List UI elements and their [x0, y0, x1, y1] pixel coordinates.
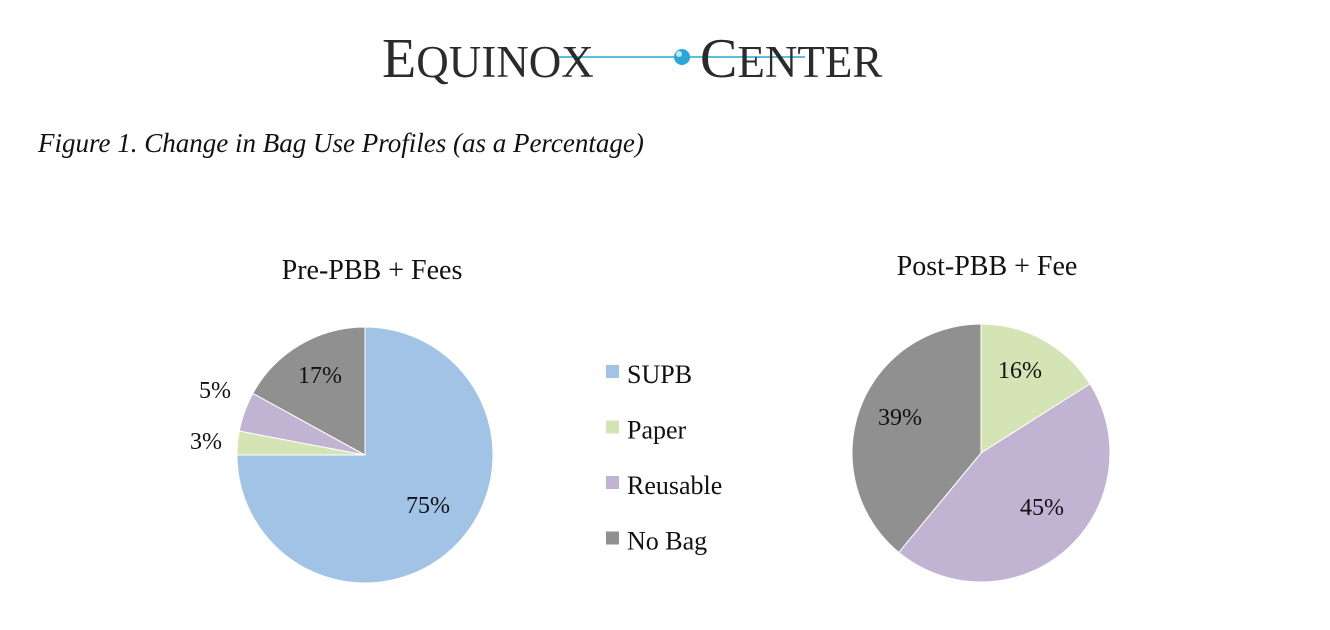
pie-post: 16% 45% 39% — [851, 323, 1111, 583]
logo-accent-dot-highlight — [676, 51, 682, 57]
legend: SUPB Paper Reusable No Bag — [606, 360, 722, 556]
pie-slice-no-bag — [252, 326, 366, 456]
pie-slice-supb — [236, 326, 494, 584]
legend-label-paper: Paper — [627, 416, 687, 445]
legend-label-supb: SUPB — [627, 360, 692, 389]
legend-label-reusable: Reusable — [627, 471, 722, 500]
legend-label-no-bag: No Bag — [627, 527, 707, 556]
legend-swatch-reusable — [606, 476, 619, 489]
legend-swatch-no-bag — [606, 531, 619, 545]
logo-text-left: EQUINOX — [382, 28, 594, 90]
legend-swatch-supb — [606, 365, 619, 378]
data-label-no-bag: 17% — [298, 363, 342, 389]
pie-pre: 75% 3% 5% 17% — [190, 326, 494, 584]
data-label-paper: 3% — [190, 429, 222, 455]
pie-slice-paper — [980, 323, 1091, 454]
data-label-no-bag: 39% — [878, 405, 922, 431]
data-label-paper: 16% — [998, 358, 1042, 384]
logo-text-right: CENTER — [700, 28, 882, 90]
chart-title-post: Post-PBB + Fee — [897, 251, 1078, 282]
chart-title-pre: Pre-PBB + Fees — [282, 255, 463, 286]
legend-swatch-paper — [606, 420, 619, 434]
data-label-reusable: 45% — [1020, 495, 1064, 521]
pie-slice-no-bag — [851, 323, 982, 554]
pie-slice-reusable — [898, 383, 1111, 583]
equinox-center-logo: EQUINOX CENTER — [382, 28, 882, 90]
data-label-reusable: 5% — [199, 378, 231, 404]
figure-title: Figure 1. Change in Bag Use Profiles (as… — [38, 128, 644, 158]
data-label-supb: 75% — [406, 493, 450, 519]
